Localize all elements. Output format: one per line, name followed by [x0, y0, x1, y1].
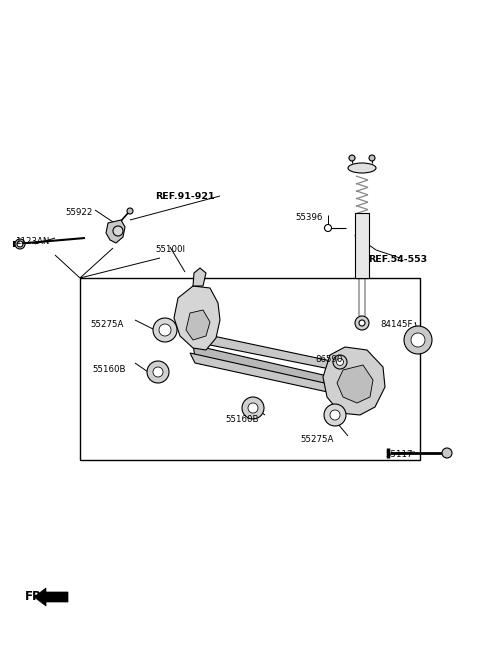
- Polygon shape: [193, 345, 347, 392]
- Circle shape: [369, 155, 375, 161]
- Circle shape: [15, 239, 25, 249]
- Text: 55922: 55922: [65, 208, 92, 217]
- Circle shape: [147, 361, 169, 383]
- Text: 55275A: 55275A: [300, 435, 334, 444]
- Text: 55275A: 55275A: [90, 320, 123, 329]
- Circle shape: [153, 318, 177, 342]
- Text: 55160B: 55160B: [225, 415, 259, 424]
- Polygon shape: [323, 347, 385, 415]
- Text: FR.: FR.: [25, 590, 47, 603]
- Text: 55100I: 55100I: [155, 245, 185, 254]
- Circle shape: [17, 241, 23, 247]
- Circle shape: [404, 326, 432, 354]
- Polygon shape: [186, 310, 210, 340]
- Circle shape: [324, 224, 332, 232]
- Polygon shape: [174, 286, 220, 350]
- Polygon shape: [337, 365, 373, 403]
- Text: 84145F: 84145F: [380, 320, 412, 329]
- Text: 55117: 55117: [385, 450, 412, 459]
- Text: REF.54-553: REF.54-553: [368, 255, 427, 264]
- Polygon shape: [193, 268, 206, 286]
- Circle shape: [324, 404, 346, 426]
- Polygon shape: [106, 220, 125, 243]
- Circle shape: [349, 155, 355, 161]
- Polygon shape: [190, 353, 355, 398]
- Text: 1123AN: 1123AN: [15, 237, 49, 246]
- Circle shape: [359, 320, 365, 326]
- Polygon shape: [34, 588, 68, 606]
- Circle shape: [411, 333, 425, 347]
- Circle shape: [113, 226, 123, 236]
- Text: 55396: 55396: [295, 213, 323, 222]
- Circle shape: [442, 448, 452, 458]
- Circle shape: [336, 358, 344, 365]
- Circle shape: [242, 397, 264, 419]
- Text: 55160B: 55160B: [92, 365, 125, 374]
- Circle shape: [333, 355, 347, 369]
- Circle shape: [153, 367, 163, 377]
- Polygon shape: [180, 329, 360, 375]
- Text: 86590: 86590: [315, 355, 342, 364]
- Circle shape: [248, 403, 258, 413]
- Circle shape: [330, 410, 340, 420]
- Text: REF.91-921: REF.91-921: [155, 192, 215, 201]
- Circle shape: [159, 324, 171, 336]
- Ellipse shape: [348, 163, 376, 173]
- Circle shape: [355, 316, 369, 330]
- FancyBboxPatch shape: [355, 213, 369, 278]
- Circle shape: [127, 208, 133, 214]
